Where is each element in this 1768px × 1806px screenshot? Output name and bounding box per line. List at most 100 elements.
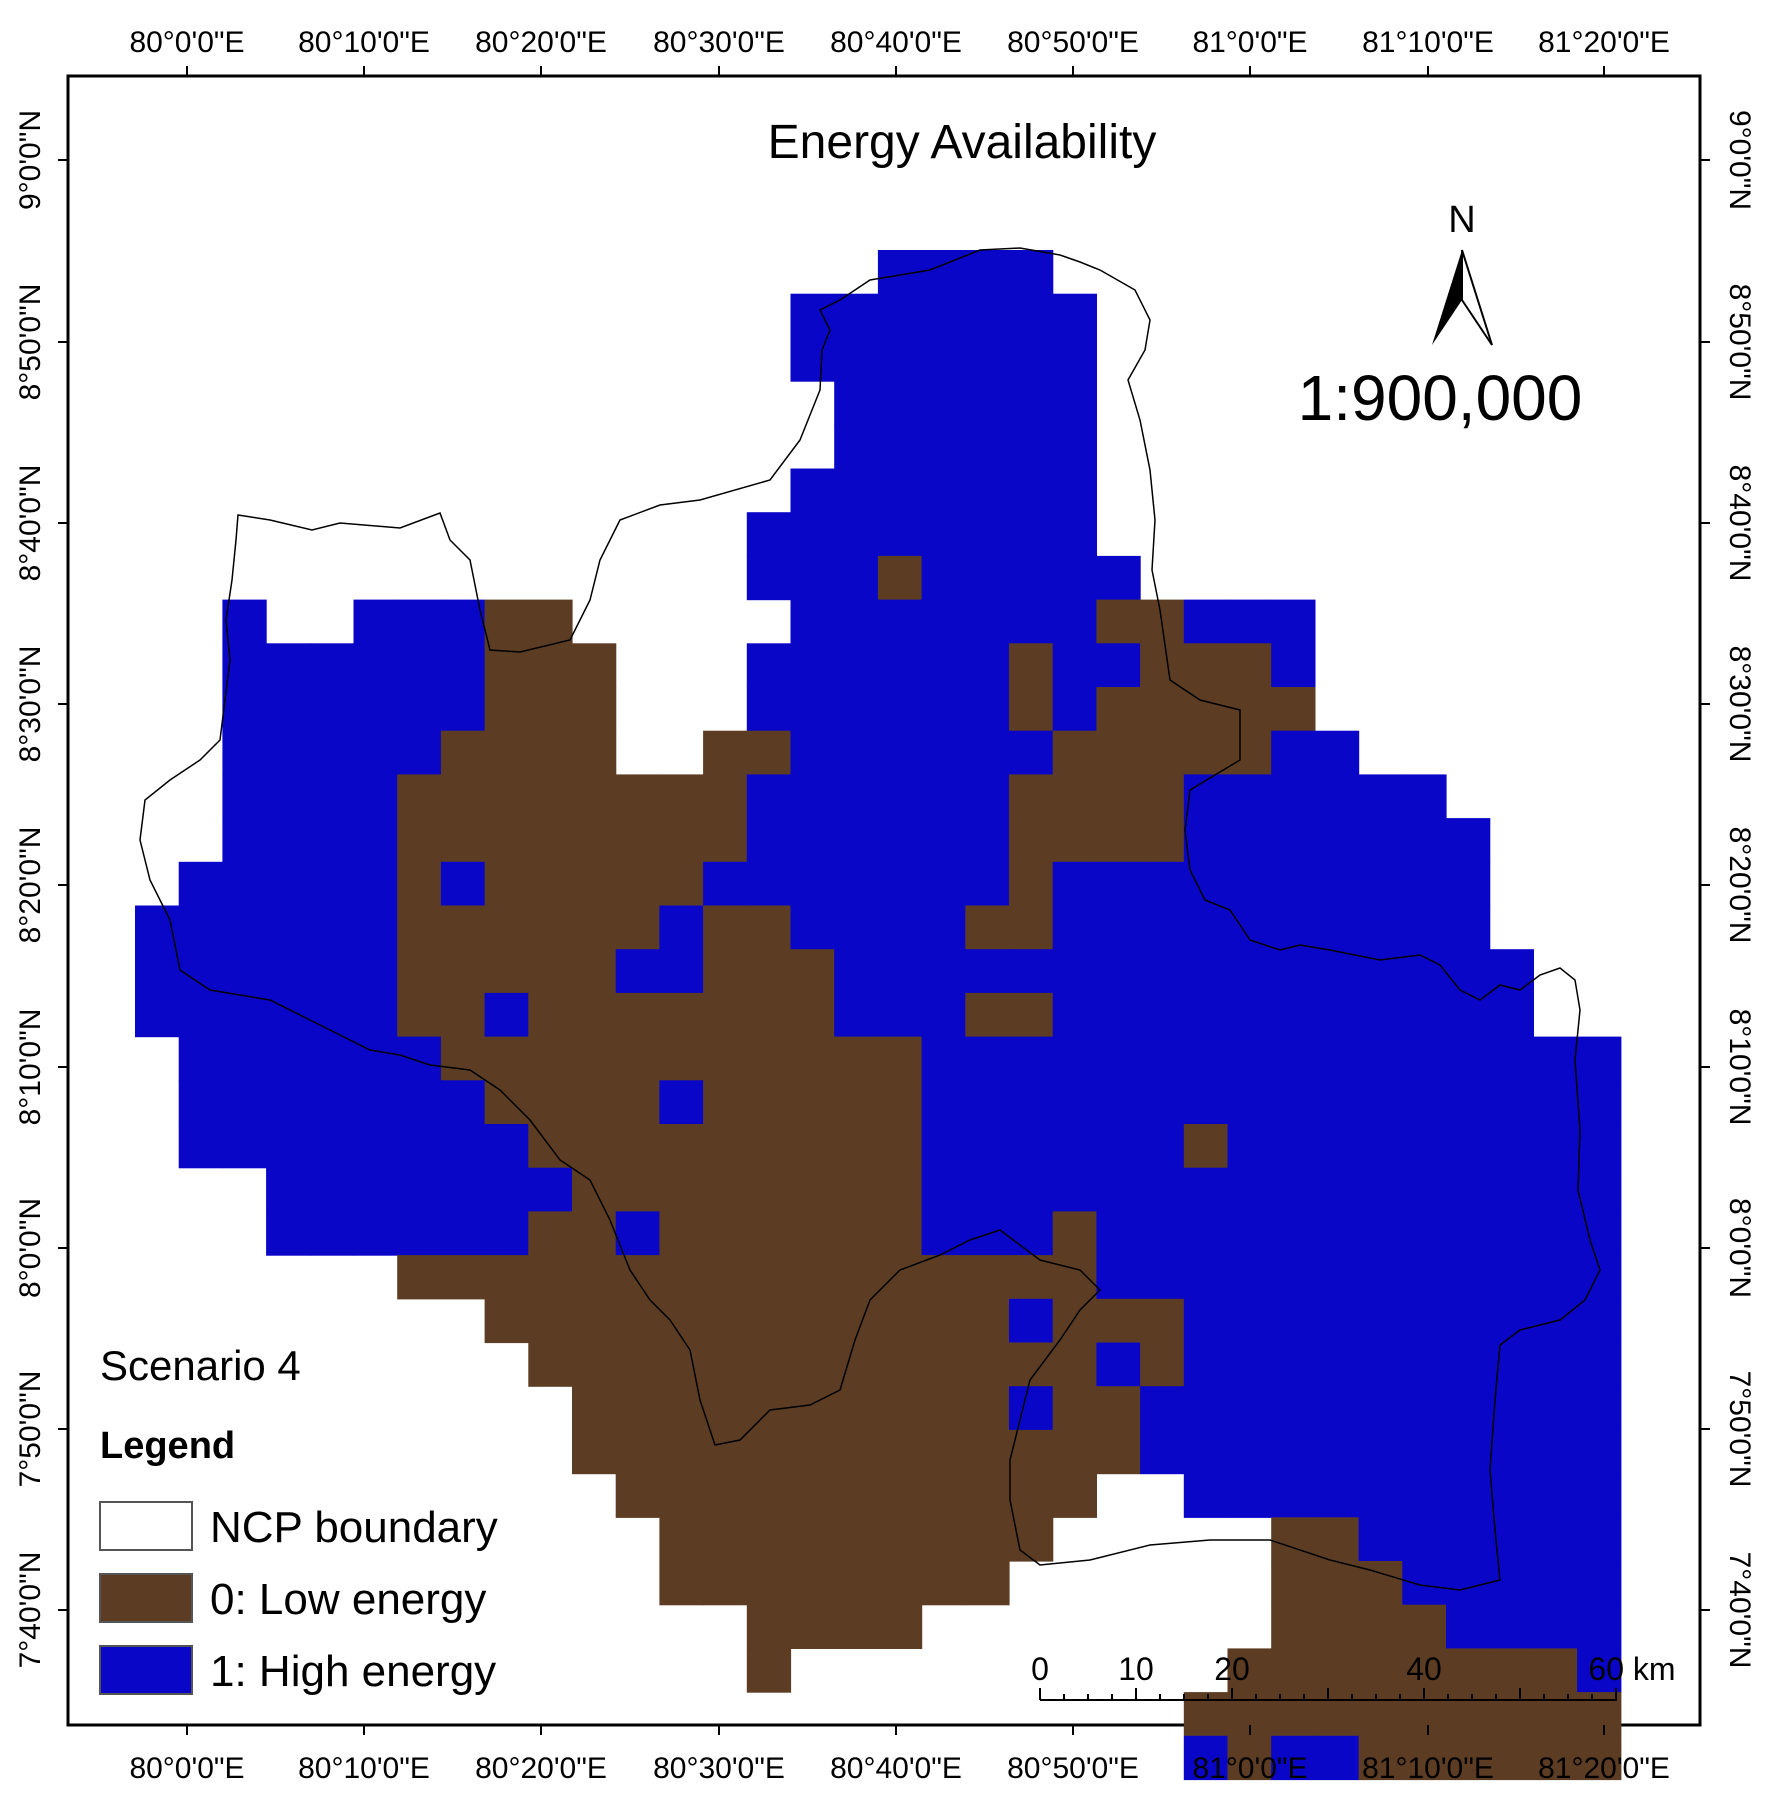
high-energy-cell (309, 905, 355, 950)
high-energy-cell (1358, 1429, 1403, 1475)
high-energy-cell (1402, 1561, 1447, 1606)
low-energy-cell (746, 1342, 792, 1387)
low-energy-cell (659, 861, 704, 907)
high-energy-cell (1227, 1036, 1272, 1081)
latitude-label: 8°30'0"N (1723, 646, 1756, 763)
low-energy-cell (659, 1211, 704, 1256)
low-energy-cell (528, 905, 573, 950)
high-energy-cell (965, 949, 1010, 994)
high-energy-cell (1096, 1211, 1141, 1256)
high-energy-cell (1009, 250, 1054, 295)
high-energy-cell (1577, 1517, 1622, 1562)
high-energy-cell (965, 424, 1010, 470)
scale-tick-0: 0 (1031, 1651, 1049, 1687)
high-energy-cell (1577, 1386, 1622, 1431)
low-energy-cell (834, 1386, 879, 1431)
high-energy-cell (1489, 1386, 1534, 1431)
high-energy-cell (1140, 992, 1185, 1038)
low-energy-cell (440, 992, 486, 1038)
high-energy-cell (1402, 1517, 1447, 1562)
high-energy-cell (1533, 1517, 1578, 1562)
high-energy-cell (965, 599, 1010, 644)
longitude-label: 80°10'0"E (298, 1752, 430, 1785)
low-energy-cell (615, 1255, 660, 1300)
high-energy-cell (1402, 1342, 1447, 1387)
high-energy-cell (1402, 1036, 1447, 1081)
high-energy-cell (834, 992, 879, 1038)
low-energy-cell (440, 818, 486, 863)
high-energy-cell (1402, 1167, 1447, 1212)
high-energy-cell (921, 687, 966, 732)
high-energy-cell (1402, 1211, 1447, 1256)
low-energy-cell (659, 1429, 704, 1475)
legend-swatch-high (99, 1645, 193, 1695)
low-energy-cell (877, 1386, 923, 1431)
high-energy-cell (877, 818, 923, 863)
high-energy-cell (1489, 1473, 1534, 1518)
high-energy-cell (1052, 512, 1097, 557)
latitude-label: 7°40'0"N (14, 1552, 47, 1669)
low-energy-cell (1358, 1561, 1403, 1606)
low-energy-cell (572, 774, 617, 819)
low-energy-cell (528, 818, 573, 863)
high-energy-cell (965, 468, 1010, 513)
low-energy-cell (877, 1342, 923, 1387)
high-energy-cell (965, 337, 1010, 382)
low-energy-cell (1271, 687, 1316, 732)
high-energy-cell (309, 861, 355, 907)
high-energy-cell (528, 1167, 573, 1212)
low-energy-cell (1096, 599, 1141, 644)
low-energy-cell (746, 1255, 792, 1300)
high-energy-cell (397, 1167, 442, 1212)
high-energy-cell (266, 861, 311, 907)
low-energy-cell (1314, 1561, 1360, 1606)
low-energy-cell (1271, 1517, 1316, 1562)
low-energy-cell (397, 949, 442, 994)
low-energy-cell (572, 1080, 617, 1125)
low-energy-cell (1227, 1648, 1272, 1693)
high-energy-cell (1489, 1255, 1534, 1300)
low-energy-cell (1358, 1692, 1403, 1737)
low-energy-cell (965, 992, 1010, 1038)
high-energy-cell (1402, 774, 1447, 819)
high-energy-cell (1009, 293, 1054, 338)
high-energy-cell (746, 774, 792, 819)
high-energy-cell (1052, 1167, 1097, 1212)
low-energy-cell (877, 1561, 923, 1606)
high-energy-cell (1489, 1604, 1534, 1649)
high-energy-cell (921, 512, 966, 557)
high-energy-cell (921, 250, 966, 295)
high-energy-cell (1271, 861, 1316, 907)
high-energy-cell (790, 905, 835, 950)
scale-tick-10: 10 (1118, 1651, 1154, 1687)
low-energy-cell (572, 1124, 617, 1169)
low-energy-cell (528, 992, 573, 1038)
latitude-label: 8°10'0"N (14, 1009, 47, 1126)
longitude-label: 80°0'0"E (129, 1752, 244, 1785)
low-energy-cell (572, 949, 617, 994)
low-energy-cell (528, 774, 573, 819)
high-energy-cell (1140, 1255, 1185, 1300)
low-energy-cell (790, 1255, 835, 1300)
low-energy-cell (659, 1386, 704, 1431)
high-energy-cell (1052, 1124, 1097, 1169)
high-energy-cell (1183, 992, 1229, 1038)
high-energy-cell (746, 555, 792, 601)
high-energy-cell (309, 643, 355, 688)
high-energy-cell (1446, 949, 1491, 994)
high-energy-cell (1009, 1080, 1054, 1125)
north-label: N (1448, 199, 1475, 241)
low-energy-cell (572, 1298, 617, 1344)
high-energy-cell (1183, 1735, 1229, 1781)
high-energy-cell (1009, 424, 1054, 470)
scale-ratio: 1:900,000 (1298, 362, 1583, 434)
high-energy-cell (353, 1167, 398, 1212)
low-energy-cell (615, 818, 660, 863)
high-energy-cell (178, 861, 223, 907)
low-energy-cell (615, 1036, 660, 1081)
high-energy-cell (1533, 1429, 1578, 1475)
high-energy-cell (1052, 599, 1097, 644)
high-energy-cell (1314, 1211, 1360, 1256)
low-energy-cell (746, 949, 792, 994)
low-energy-cell (659, 1036, 704, 1081)
